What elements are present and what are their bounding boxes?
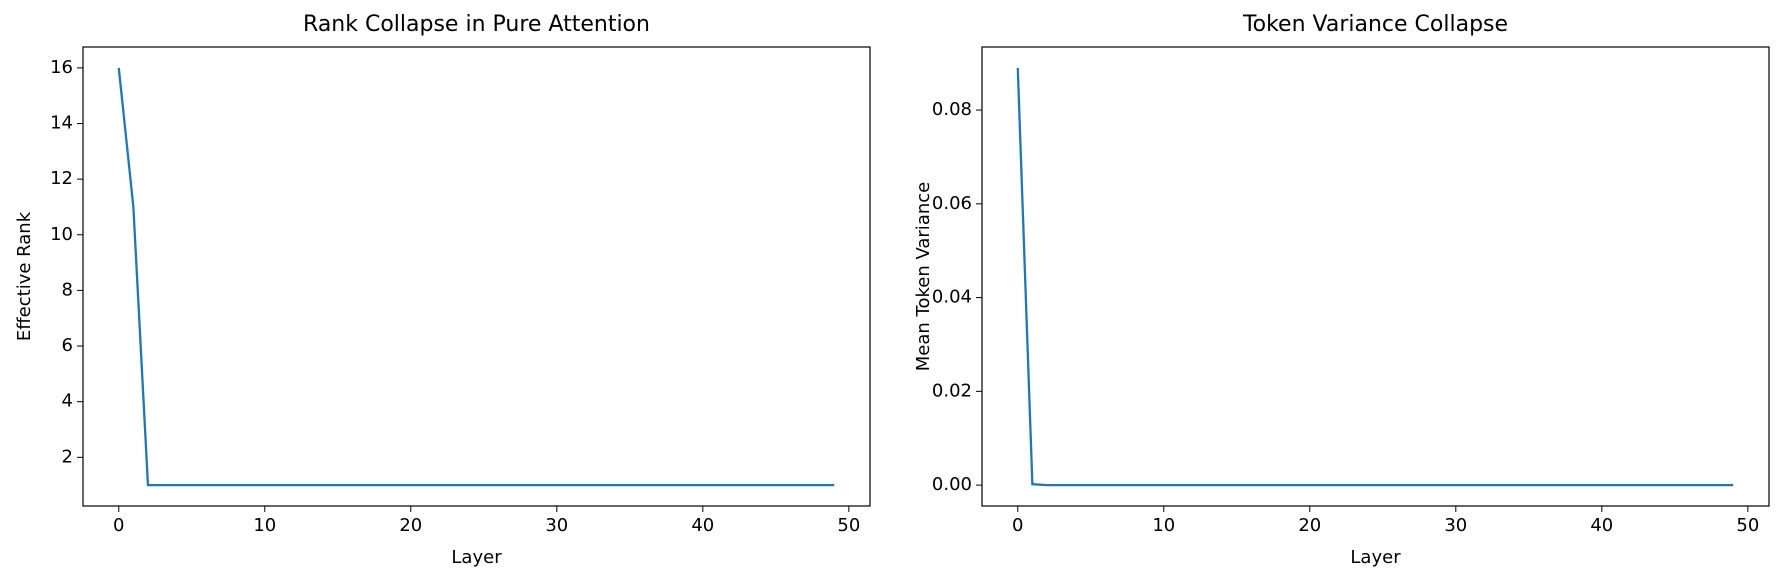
y-tick-label: 0.04 [932, 287, 972, 308]
y-tick-label: 0.08 [932, 99, 972, 120]
x-tick-label: 20 [399, 515, 422, 536]
y-tick-label: 6 [62, 335, 73, 356]
chart-title: Token Variance Collapse [1242, 12, 1508, 37]
y-tick-label: 4 [62, 391, 73, 412]
y-tick-label: 12 [50, 168, 73, 189]
y-tick-label: 14 [50, 113, 73, 134]
x-tick-label: 10 [253, 515, 276, 536]
x-axis-label: Layer [451, 547, 502, 568]
y-tick-label: 2 [62, 446, 73, 467]
x-tick-label: 0 [113, 515, 124, 536]
chart-title: Rank Collapse in Pure Attention [303, 12, 650, 37]
x-tick-label: 0 [1012, 515, 1023, 536]
data-line [117, 67, 835, 487]
y-tick-label: 0.06 [932, 193, 972, 214]
x-tick-label: 30 [545, 515, 568, 536]
x-tick-label: 50 [837, 515, 860, 536]
y-tick-label: 8 [62, 279, 73, 300]
x-tick-label: 50 [1736, 515, 1759, 536]
x-tick-label: 40 [1590, 515, 1613, 536]
plot-frame [981, 46, 1770, 507]
x-tick-label: 40 [691, 515, 714, 536]
y-axis-label: Mean Token Variance [913, 182, 934, 371]
y-tick-label: 10 [50, 224, 73, 245]
x-tick-label: 30 [1444, 515, 1467, 536]
y-tick-label: 16 [50, 57, 73, 78]
x-axis-label: Layer [1350, 547, 1401, 568]
y-tick-label: 0.00 [932, 474, 972, 495]
y-tick-label: 0.02 [932, 380, 972, 401]
y-axis-label: Effective Rank [14, 211, 35, 341]
x-tick-label: 20 [1298, 515, 1321, 536]
plot-frame [82, 46, 871, 507]
x-tick-label: 10 [1152, 515, 1175, 536]
data-line [1016, 67, 1734, 487]
